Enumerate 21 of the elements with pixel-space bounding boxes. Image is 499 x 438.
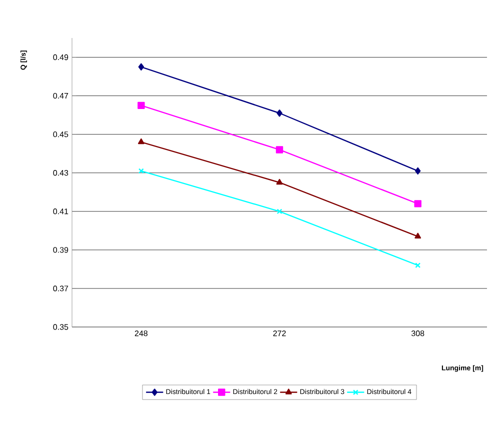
- point: [276, 178, 283, 185]
- point: [138, 63, 144, 70]
- y-tick-label: 0.47: [53, 92, 68, 99]
- point: [414, 167, 421, 175]
- x-tick-label: 248: [134, 330, 148, 336]
- point: [138, 138, 144, 144]
- x-tick-label: 308: [411, 330, 424, 336]
- y-tick-label: 0.37: [53, 286, 68, 292]
- y-tick-label: 0.39: [53, 247, 68, 253]
- y-tick-label: 0.45: [53, 131, 68, 138]
- point: [414, 232, 422, 239]
- y-tick-label: 0.41: [53, 208, 68, 214]
- point: [276, 208, 282, 214]
- point: [276, 110, 282, 117]
- y-tick-label: 0.43: [53, 170, 68, 176]
- y-tick-label: 0.49: [53, 54, 68, 60]
- y-tick-label: 0.35: [53, 324, 68, 330]
- point: [276, 146, 284, 154]
- x-tick-label: 272: [273, 330, 286, 336]
- point: [138, 102, 145, 110]
- point: [414, 200, 422, 208]
